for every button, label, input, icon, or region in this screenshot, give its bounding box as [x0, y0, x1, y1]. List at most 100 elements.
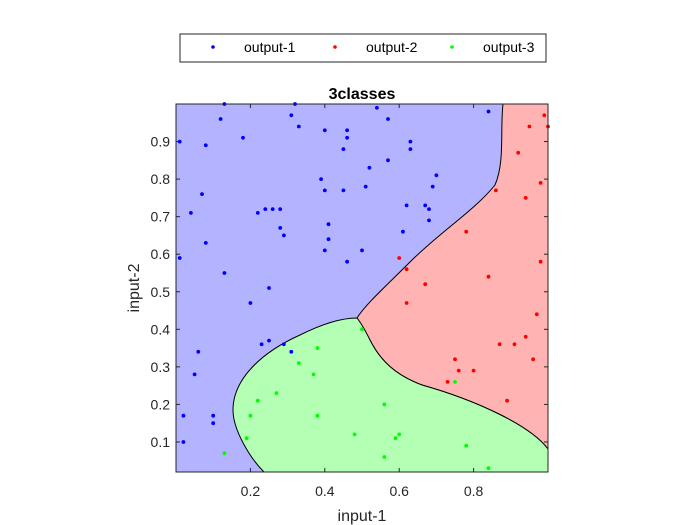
point-output-1-43 — [360, 248, 364, 253]
point-output-1-30 — [404, 203, 409, 208]
point-output-1-34 — [282, 233, 286, 238]
point-output-2-1 — [542, 113, 547, 118]
x-tick-label: 0.6 — [389, 483, 409, 499]
point-output-1-35 — [326, 222, 331, 227]
point-output-1-26 — [263, 207, 268, 212]
point-output-2-21 — [471, 368, 476, 373]
point-output-1-54 — [211, 413, 216, 418]
point-output-2-22 — [445, 380, 450, 384]
point-output-1-12 — [375, 105, 379, 110]
point-output-3-17 — [453, 380, 457, 384]
point-output-2-17 — [512, 342, 517, 347]
point-output-1-37 — [401, 229, 405, 234]
point-output-1-22 — [341, 188, 346, 193]
point-output-1-25 — [200, 192, 204, 197]
point-output-3-14 — [382, 455, 387, 459]
y-tick-label: 0.8 — [151, 171, 171, 187]
point-output-1-8 — [322, 128, 327, 133]
point-output-2-3 — [516, 150, 521, 155]
point-output-1-17 — [367, 165, 372, 170]
point-output-3-3 — [274, 391, 279, 395]
x-axis: 0.2 0.4 0.6 0.8 — [241, 104, 484, 499]
point-output-3-8 — [360, 327, 364, 332]
point-output-2-12 — [486, 274, 491, 279]
y-tick-label: 0.2 — [151, 396, 171, 412]
point-output-3-16 — [486, 466, 491, 471]
y-tick-label: 0.9 — [151, 134, 171, 150]
point-output-2-9 — [423, 282, 428, 287]
point-output-2-6 — [538, 181, 543, 185]
point-output-2-18 — [531, 357, 535, 362]
point-output-3-0 — [315, 346, 320, 350]
legend-marker-output-3 — [450, 45, 454, 49]
point-output-1-2 — [218, 117, 223, 121]
point-output-1-48 — [267, 338, 271, 343]
legend-marker-output-2 — [333, 45, 337, 49]
y-tick-label: 0.6 — [151, 246, 171, 262]
point-output-3-2 — [311, 372, 316, 377]
point-output-1-31 — [423, 203, 428, 208]
point-output-2-5 — [523, 196, 528, 200]
point-output-1-39 — [203, 241, 208, 245]
point-output-1-11 — [341, 147, 346, 152]
point-output-3-12 — [244, 436, 249, 441]
legend-box — [179, 33, 547, 63]
point-output-3-10 — [397, 432, 402, 437]
point-output-2-11 — [464, 229, 469, 234]
y-tick-label: 0.1 — [151, 434, 171, 450]
point-output-1-49 — [282, 342, 286, 347]
legend: output-1 output-2 output-3 — [179, 33, 547, 63]
point-output-1-55 — [211, 421, 216, 426]
y-tick-label: 0.7 — [151, 209, 171, 225]
point-output-3-4 — [255, 398, 260, 403]
point-output-1-46 — [248, 301, 253, 305]
point-output-3-1 — [296, 361, 301, 365]
point-output-1-19 — [430, 184, 435, 189]
point-output-1-45 — [267, 286, 271, 290]
x-tick-label: 0.8 — [464, 483, 484, 499]
point-output-1-18 — [434, 173, 439, 178]
point-output-3-11 — [393, 436, 398, 441]
region-output-3 — [232, 317, 549, 473]
point-output-1-56 — [181, 440, 186, 444]
point-output-1-32 — [427, 207, 431, 212]
point-output-2-13 — [538, 259, 543, 264]
legend-label-output-1: output-1 — [244, 39, 296, 55]
point-output-2-14 — [534, 312, 539, 317]
point-output-3-5 — [248, 413, 253, 418]
point-output-1-14 — [408, 139, 413, 144]
point-output-1-21 — [322, 188, 327, 193]
point-output-1-15 — [408, 147, 413, 152]
y-axis: 0.1 0.2 0.3 0.4 0.5 0.6 0.7 0.8 0.9 — [151, 134, 548, 450]
legend-label-output-2: output-2 — [366, 39, 418, 55]
point-output-1-9 — [345, 128, 349, 133]
x-tick-label: 0.2 — [241, 483, 261, 499]
point-output-2-4 — [494, 188, 498, 193]
point-output-1-10 — [345, 135, 349, 140]
point-output-1-13 — [386, 117, 390, 121]
y-axis-label: input-2 — [126, 263, 143, 312]
point-output-1-24 — [189, 211, 193, 215]
y-tick-label: 0.3 — [151, 359, 171, 375]
chart-title: 3classes — [329, 86, 396, 103]
point-output-1-6 — [289, 113, 294, 118]
point-output-3-13 — [222, 451, 227, 456]
point-output-2-20 — [456, 368, 461, 373]
point-output-1-7 — [296, 124, 301, 129]
point-output-1-57 — [486, 109, 491, 114]
point-output-2-19 — [453, 357, 457, 362]
point-output-1-27 — [255, 211, 260, 215]
point-output-3-7 — [382, 402, 387, 407]
point-output-1-50 — [289, 349, 294, 354]
point-output-1-38 — [427, 218, 431, 223]
point-output-2-0 — [527, 124, 532, 129]
point-output-2-16 — [497, 342, 502, 347]
point-output-1-29 — [278, 207, 283, 212]
legend-label-output-3: output-3 — [483, 39, 535, 55]
point-output-1-47 — [259, 342, 264, 347]
point-output-2-8 — [404, 267, 409, 272]
point-output-1-52 — [192, 372, 197, 377]
legend-marker-output-1 — [211, 45, 215, 49]
y-tick-label: 0.5 — [151, 284, 171, 300]
